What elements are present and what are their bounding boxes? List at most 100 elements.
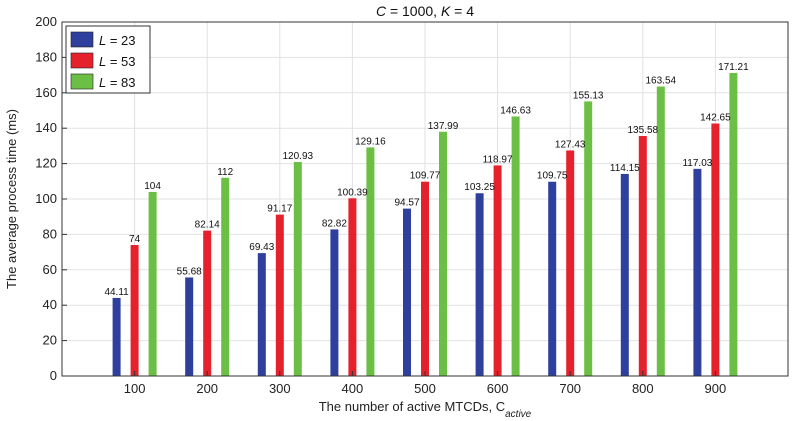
data-label-series-1: 100.39 <box>337 187 368 198</box>
data-label-series-2: 163.54 <box>646 76 677 87</box>
bar-series-2 <box>511 116 520 376</box>
legend-label-var: L <box>99 75 106 90</box>
data-label-series-1: 82.14 <box>195 220 220 231</box>
y-tick-label: 180 <box>35 49 57 64</box>
title-part-1: = 1000, <box>386 3 441 19</box>
legend-label-series-1: L = 53 <box>99 54 136 69</box>
x-tick-label: 400 <box>342 381 364 396</box>
x-axis-ticks: 100 200 300 400 500 600 700 800 900 <box>124 371 727 396</box>
y-tick-label: 120 <box>35 156 57 171</box>
data-label-series-1: 135.58 <box>628 125 659 136</box>
bar-series-2 <box>584 101 593 377</box>
x-tick-label: 200 <box>196 381 218 396</box>
data-label-series-1: 127.43 <box>555 139 586 150</box>
data-label-series-1: 118.97 <box>483 154 513 165</box>
y-tick-label: 200 <box>35 14 57 29</box>
bar-series-2 <box>656 86 665 376</box>
x-tick-label: 500 <box>414 381 436 396</box>
data-label-series-0: 69.43 <box>249 242 274 253</box>
title-part-0: C <box>376 3 387 19</box>
x-axis-label: The number of active MTCDs, Cactive <box>319 399 532 420</box>
x-tick-label: 900 <box>705 381 727 396</box>
y-axis-ticks: 0 20 40 60 80 100 120 140 160 180 200 <box>35 14 67 383</box>
bar-series-1 <box>130 245 139 376</box>
x-axis-label-subscript: active <box>505 409 532 420</box>
x-tick-label: 700 <box>559 381 581 396</box>
y-tick-label: 40 <box>43 297 57 312</box>
bar-series-1 <box>493 165 502 376</box>
legend-label-value: = 53 <box>106 54 135 69</box>
legend-label-var: L <box>99 54 106 69</box>
y-tick-label: 20 <box>43 333 57 348</box>
bar-series-2 <box>439 131 447 376</box>
legend-label-series-0: L = 23 <box>99 33 136 48</box>
bar-series-0 <box>693 168 702 376</box>
bar-series-0 <box>548 181 557 376</box>
bar-series-2 <box>148 191 157 376</box>
x-tick-label: 300 <box>269 381 291 396</box>
title-part-2: K <box>441 3 451 19</box>
x-axis-label-text: The number of active MTCDs, C <box>319 399 505 414</box>
legend-label-value: = 83 <box>106 75 135 90</box>
data-label-series-2: 129.16 <box>355 136 386 147</box>
bar-series-1 <box>348 198 357 376</box>
y-tick-label: 80 <box>43 226 57 241</box>
bar-series-0 <box>620 173 629 376</box>
bar-series-1 <box>638 136 647 376</box>
data-label-series-0: 55.68 <box>177 266 202 277</box>
data-label-series-2: 171.21 <box>718 62 749 73</box>
data-label-series-0: 44.11 <box>104 287 129 298</box>
data-label-series-2: 104 <box>144 181 161 192</box>
bar-series-2 <box>729 72 738 376</box>
bars <box>112 72 738 377</box>
data-label-series-2: 146.63 <box>500 105 531 116</box>
bar-series-0 <box>185 277 194 376</box>
bar-series-1 <box>711 123 720 377</box>
bar-series-0 <box>330 229 339 376</box>
y-tick-label: 160 <box>35 85 57 100</box>
data-label-series-1: 109.77 <box>410 171 441 182</box>
bar-series-0 <box>475 193 484 376</box>
bar-series-0 <box>112 297 121 376</box>
x-tick-label: 600 <box>487 381 509 396</box>
data-label-series-0: 117.03 <box>682 158 712 169</box>
y-tick-label: 60 <box>43 262 57 277</box>
bar-series-2 <box>366 147 375 376</box>
data-labels: 44.11 55.68 69.43 82.82 94.57 103.25 109.75 114… <box>104 62 749 298</box>
data-label-series-0: 82.82 <box>322 218 347 229</box>
data-label-series-2: 137.99 <box>428 121 459 132</box>
legend: L = 23L = 53L = 83 <box>65 25 151 94</box>
data-label-series-2: 112 <box>217 167 233 178</box>
legend-label-series-2: L = 83 <box>99 75 136 90</box>
bar-series-2 <box>293 161 302 376</box>
legend-label-value: = 23 <box>106 33 135 48</box>
chart-title: C = 1000, K = 4 <box>376 3 474 19</box>
bar-series-0 <box>257 253 266 376</box>
data-label-series-2: 155.13 <box>573 90 604 101</box>
bar-series-1 <box>421 181 429 376</box>
y-axis-label: The average process time (ms) <box>4 109 19 289</box>
data-label-series-1: 142.65 <box>700 113 731 124</box>
data-label-series-0: 94.57 <box>394 198 419 209</box>
bar-series-0 <box>403 208 411 376</box>
x-tick-label: 800 <box>632 381 654 396</box>
bar-series-2 <box>221 177 230 376</box>
data-label-series-0: 114.15 <box>610 163 640 174</box>
data-label-series-1: 91.17 <box>267 204 292 215</box>
legend-swatch-series-2 <box>70 73 94 90</box>
y-tick-label: 140 <box>35 120 57 135</box>
y-tick-label: 0 <box>50 368 57 383</box>
data-label-series-0: 103.25 <box>464 182 495 193</box>
data-label-series-1: 74 <box>129 234 141 245</box>
bar-series-1 <box>566 150 575 376</box>
data-label-series-2: 120.93 <box>283 151 314 162</box>
legend-swatch-series-1 <box>70 52 94 69</box>
legend-swatch-series-0 <box>70 31 94 48</box>
data-label-series-0: 109.75 <box>537 171 568 182</box>
bar-series-1 <box>275 214 284 376</box>
bar-series-1 <box>203 230 212 376</box>
title-part-3: = 4 <box>450 3 474 19</box>
x-tick-label: 100 <box>124 381 146 396</box>
